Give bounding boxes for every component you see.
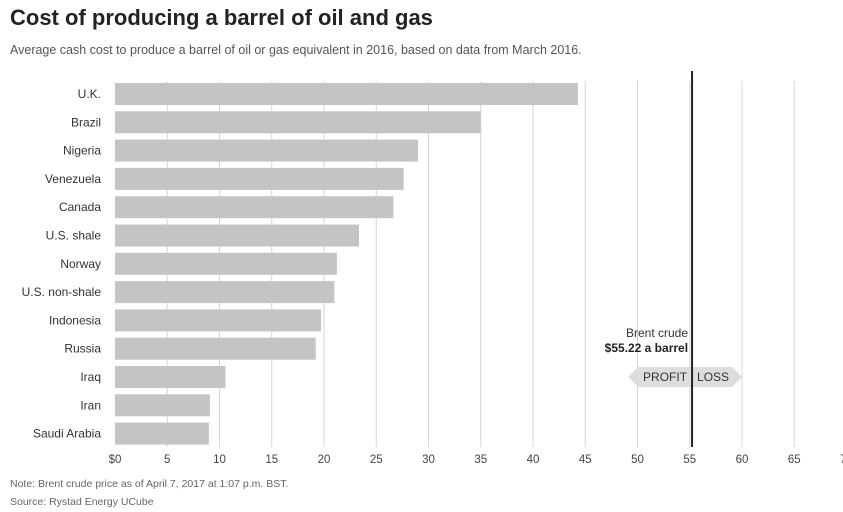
category-label: Iraq	[80, 370, 101, 384]
x-tick-label: 30	[422, 454, 435, 466]
category-label: Nigeria	[63, 144, 101, 158]
x-tick-label: $0	[109, 454, 122, 466]
bar	[115, 196, 394, 219]
bar	[115, 366, 226, 388]
bar	[115, 224, 360, 247]
category-label: Indonesia	[49, 313, 101, 327]
x-tick-label: 40	[527, 454, 540, 466]
chart-subtitle: Average cash cost to produce a barrel of…	[10, 43, 582, 57]
bar	[115, 83, 578, 105]
bar	[115, 281, 335, 304]
x-tick-label: 65	[788, 454, 801, 466]
category-label: Russia	[64, 342, 101, 356]
bar	[115, 167, 404, 190]
category-label: U.K.	[78, 87, 101, 101]
chart-title: Cost of producing a barrel of oil and ga…	[10, 5, 433, 30]
x-tick-label: 55	[683, 454, 696, 466]
bar	[115, 394, 210, 417]
profit-label: PROFIT	[643, 370, 688, 384]
x-tick-label: 10	[213, 454, 226, 466]
x-tick-label: 50	[631, 454, 644, 466]
x-tick-label: 5	[164, 454, 170, 466]
bar	[115, 309, 321, 332]
category-label: U.S. shale	[46, 229, 102, 243]
brent-crude-label: Brent crude	[626, 326, 688, 340]
x-tick-label: 15	[265, 454, 278, 466]
x-tick-label: 35	[474, 454, 487, 466]
x-tick-label: 25	[370, 454, 383, 466]
category-label: Iran	[80, 398, 101, 412]
x-tick-label: 70	[840, 454, 843, 466]
x-tick-label: 60	[736, 454, 749, 466]
bar	[115, 337, 316, 360]
bar	[115, 139, 418, 162]
loss-label: LOSS	[697, 370, 729, 384]
bar-chart: $0 5 10 15 20 25 30 35 40 45 50 55 60 65 70 U.K. Brazil N…	[22, 71, 843, 466]
category-label: Venezuela	[45, 172, 101, 186]
bar	[115, 111, 481, 134]
footnote: Note: Brent crude price as of April 7, 2…	[10, 478, 289, 490]
category-label: U.S. non-shale	[22, 285, 102, 299]
bar	[115, 422, 209, 445]
x-tick-label: 20	[318, 454, 331, 466]
category-label: Saudi Arabia	[33, 427, 101, 441]
profit-loss-arrow	[628, 367, 743, 387]
category-label: Norway	[60, 257, 101, 271]
category-label: Canada	[59, 200, 101, 214]
brent-crude-price-label: $55.22 a barrel	[605, 341, 688, 355]
x-tick-label: 45	[579, 454, 592, 466]
category-label: Brazil	[71, 115, 101, 129]
source-note: Source: Rystad Energy UCube	[10, 496, 154, 508]
bar	[115, 252, 337, 275]
